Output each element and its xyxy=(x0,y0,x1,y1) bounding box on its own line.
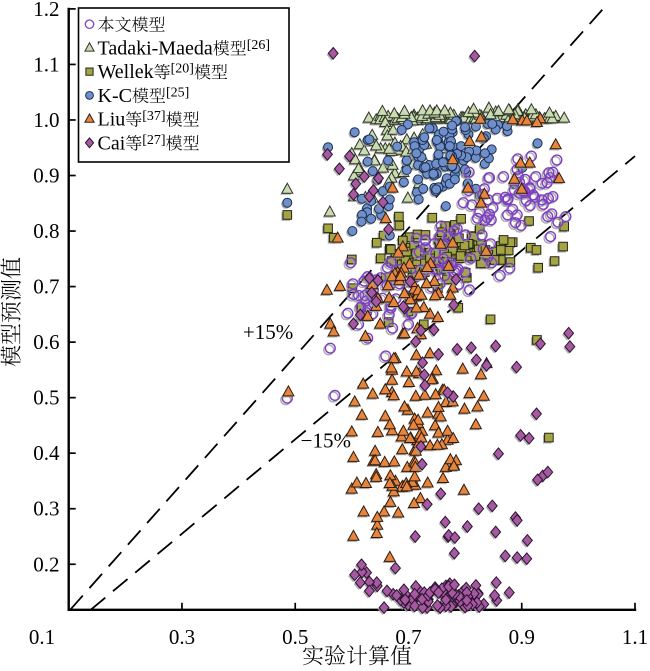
legend-marker-square-icon xyxy=(85,67,94,76)
y-tick-label: 1.0 xyxy=(33,108,59,132)
svg-text:[26]: [26] xyxy=(247,38,270,53)
x-tick-label: 0.9 xyxy=(509,625,535,649)
legend: Tadaki-Maeda [26] Wellek [20] K-C [25] Liu [37]… xyxy=(77,7,290,163)
ref-label-minus15: −15% xyxy=(301,429,351,453)
legend-marker-circle-icon xyxy=(85,90,94,100)
legend-item-wellek: Wellek [20] xyxy=(85,61,228,83)
tick-labels: 0.1 0.3 0.5 0.7 0.9 1.1 0.2 0.3 0.4 0.5 0.6 0.7 0.8 0… xyxy=(29,0,648,649)
legend-item-cai: Cai [27] xyxy=(84,132,199,154)
legend-label xyxy=(98,16,165,33)
svg-text:[25]: [25] xyxy=(166,85,189,100)
legend-item-benwen xyxy=(84,16,165,33)
x-tick-label: 0.1 xyxy=(29,625,55,649)
y-tick-label: 1.2 xyxy=(33,0,59,21)
y-tick-label: 0.4 xyxy=(33,441,60,465)
y-tick-label: 1.1 xyxy=(33,52,59,76)
legend-label: K-C [25] xyxy=(98,85,190,107)
legend-label: Cai [27] xyxy=(98,132,199,154)
y-tick-label: 0.2 xyxy=(33,552,59,576)
svg-text:[20]: [20] xyxy=(171,62,194,77)
legend-marker-triangle-icon xyxy=(84,112,95,123)
svg-text:K-C: K-C xyxy=(98,85,132,107)
y-tick-label: 0.3 xyxy=(33,497,59,521)
svg-text:Wellek: Wellek xyxy=(98,61,154,83)
x-tick-label: 0.5 xyxy=(282,625,308,649)
legend-marker-triangle-icon xyxy=(84,41,95,52)
y-axis-title xyxy=(0,257,21,367)
y-tick-label: 0.8 xyxy=(33,219,59,243)
x-tick-label: 0.3 xyxy=(169,625,195,649)
legend-label: Liu [37] xyxy=(98,109,199,131)
legend-box xyxy=(77,7,290,163)
svg-text:[37]: [37] xyxy=(142,109,165,124)
legend-item-liu: Liu [37] xyxy=(84,109,199,131)
y-tick-label: 0.5 xyxy=(33,386,59,410)
legend-marker-circle-open-icon xyxy=(84,19,95,30)
legend-label: Tadaki-Maeda [26] xyxy=(98,37,271,59)
x-tick-label: 0.7 xyxy=(395,625,421,649)
legend-label: Wellek [20] xyxy=(98,61,228,83)
svg-text:Cai: Cai xyxy=(98,132,126,154)
axes xyxy=(67,7,637,611)
y-tick-label: 0.9 xyxy=(33,164,59,188)
ref-line-plus15 xyxy=(69,8,604,611)
legend-item-tadaki: Tadaki-Maeda [26] xyxy=(84,37,271,59)
svg-text:Liu: Liu xyxy=(98,109,126,131)
y-tick-label: 0.6 xyxy=(33,330,59,354)
legend-item-kc: K-C [25] xyxy=(85,85,190,107)
y-tick-label: 0.7 xyxy=(33,275,59,299)
svg-text:[27]: [27] xyxy=(142,133,165,148)
legend-marker-diamond-icon xyxy=(84,137,95,149)
ref-label-plus15: +15% xyxy=(243,320,293,344)
x-tick-label: 1.1 xyxy=(622,625,648,649)
x-axis-title xyxy=(302,645,412,666)
svg-text:Tadaki-Maeda: Tadaki-Maeda xyxy=(98,37,213,59)
